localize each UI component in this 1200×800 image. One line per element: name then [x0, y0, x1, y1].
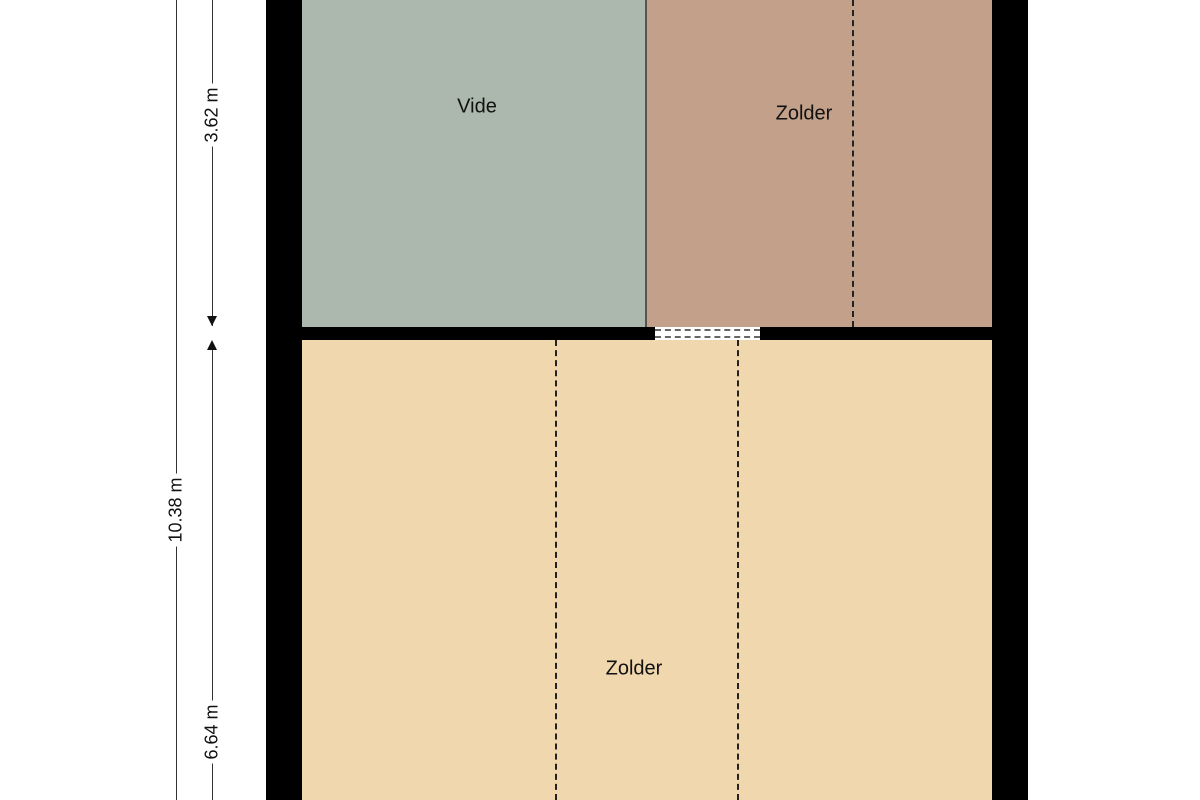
dimension-lower-label: 6.64 m — [201, 700, 223, 764]
room-vide — [302, 0, 645, 327]
wall-middle — [302, 327, 992, 340]
room-zolder-bottom — [302, 340, 992, 800]
slope-line — [852, 0, 854, 327]
dimension-upper-label: 3.62 m — [201, 83, 223, 147]
dimension-line-lower — [212, 342, 213, 800]
arrow-up-icon — [207, 340, 217, 350]
slope-line — [737, 340, 739, 800]
dimension-line-total — [176, 0, 177, 800]
wall-left — [266, 0, 302, 800]
room-label-zolder-bottom: Zolder — [605, 657, 663, 680]
room-divider — [645, 0, 647, 327]
room-label-zolder-top: Zolder — [775, 102, 833, 125]
slope-line — [555, 340, 557, 800]
opening-dash-line — [655, 329, 760, 331]
opening-dash-line — [655, 336, 760, 338]
room-zolder-top — [647, 0, 992, 327]
wall-opening — [655, 327, 760, 340]
wall-right — [992, 0, 1028, 800]
dimension-line-upper — [212, 0, 213, 326]
room-label-vide: Vide — [457, 95, 497, 118]
dimension-total-label: 10.38 m — [165, 473, 187, 547]
arrow-down-icon — [207, 316, 217, 326]
